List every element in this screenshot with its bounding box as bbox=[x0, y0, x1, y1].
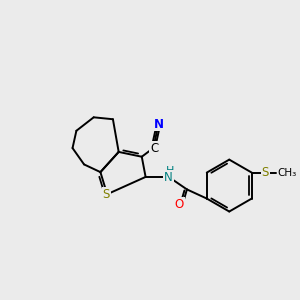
Text: CH₃: CH₃ bbox=[278, 168, 297, 178]
Text: N: N bbox=[154, 118, 164, 130]
Text: S: S bbox=[262, 166, 269, 179]
Text: O: O bbox=[175, 198, 184, 211]
Text: S: S bbox=[103, 188, 110, 201]
Text: C: C bbox=[150, 142, 158, 154]
Text: H: H bbox=[166, 166, 174, 176]
Text: N: N bbox=[164, 171, 173, 184]
